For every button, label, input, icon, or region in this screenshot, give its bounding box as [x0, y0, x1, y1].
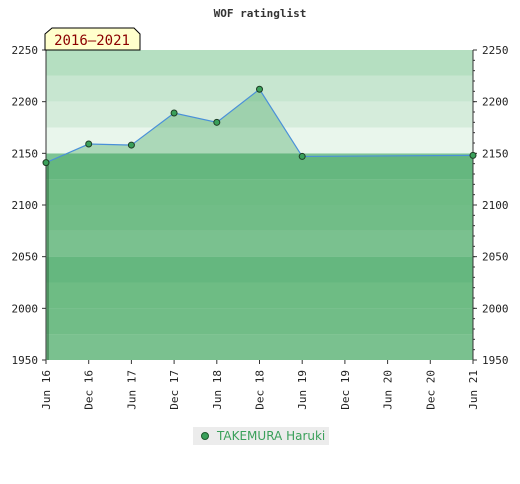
x-tick-label: Jun 19 [296, 370, 309, 410]
y-tick-label-right: 2050 [482, 251, 509, 264]
y-tick-label-right: 2100 [482, 199, 509, 212]
x-tick-label: Dec 19 [339, 370, 352, 410]
data-point [298, 152, 306, 160]
x-tick-label: Jun 20 [382, 370, 395, 410]
y-tick-label-right: 2150 [482, 147, 509, 160]
y-tick-label-left: 2200 [12, 96, 39, 109]
background-band [46, 153, 473, 180]
legend-marker-icon [201, 432, 209, 440]
series-area [46, 89, 473, 361]
data-point [469, 151, 477, 159]
period-badge-label: 2016–2021 [54, 33, 130, 49]
data-point [42, 159, 50, 167]
y-tick-label-left: 1950 [12, 354, 39, 367]
area-layer [45, 88, 474, 361]
background-band [46, 282, 473, 309]
y-tick-label-right: 1950 [482, 354, 509, 367]
data-point [170, 109, 178, 117]
x-tick-label: Jun 21 [467, 370, 480, 410]
y-tick-label-right: 2000 [482, 302, 509, 315]
background-band [46, 256, 473, 283]
x-tick-label: Dec 20 [424, 370, 437, 410]
background-bands [46, 50, 473, 360]
x-tick-label: Dec 18 [254, 370, 267, 410]
x-tick-label: Dec 17 [168, 370, 181, 410]
background-band [46, 179, 473, 205]
y-tick-label-right: 2200 [482, 96, 509, 109]
data-point [213, 118, 221, 126]
background-band [46, 101, 473, 128]
background-band [46, 50, 473, 76]
y-tick-label-right: 2250 [482, 44, 509, 57]
background-band [46, 334, 473, 360]
chart-title: WOF ratinglist [214, 7, 307, 20]
background-band [46, 230, 473, 257]
series-line [45, 88, 474, 164]
period-badge: 2016–2021 [44, 27, 141, 51]
data-point [256, 85, 263, 93]
x-tick-label: Jun 16 [40, 370, 53, 410]
y-tick-label-left: 2100 [12, 199, 39, 212]
y-tick-label-left: 2150 [12, 147, 39, 160]
y-tick-label-left: 2050 [12, 251, 39, 264]
data-point [127, 141, 135, 149]
x-tick-label: Jun 17 [125, 370, 138, 410]
background-band [46, 308, 473, 335]
x-tick-label: Dec 16 [83, 370, 96, 410]
y-tick-label-left: 2000 [12, 302, 39, 315]
legend: TAKEMURA Haruki [193, 427, 329, 445]
data-point [85, 140, 93, 148]
ticks: 1950 1950 2000 2000 2050 2050 2100 2100 2150 2150… [12, 44, 509, 410]
y-tick-label-left: 2250 [12, 44, 39, 57]
background-band [46, 127, 473, 154]
legend-label: TAKEMURA Haruki [217, 429, 326, 443]
data-marks [42, 85, 477, 167]
background-band [46, 205, 473, 231]
x-tick-label: Jun 18 [211, 370, 224, 410]
